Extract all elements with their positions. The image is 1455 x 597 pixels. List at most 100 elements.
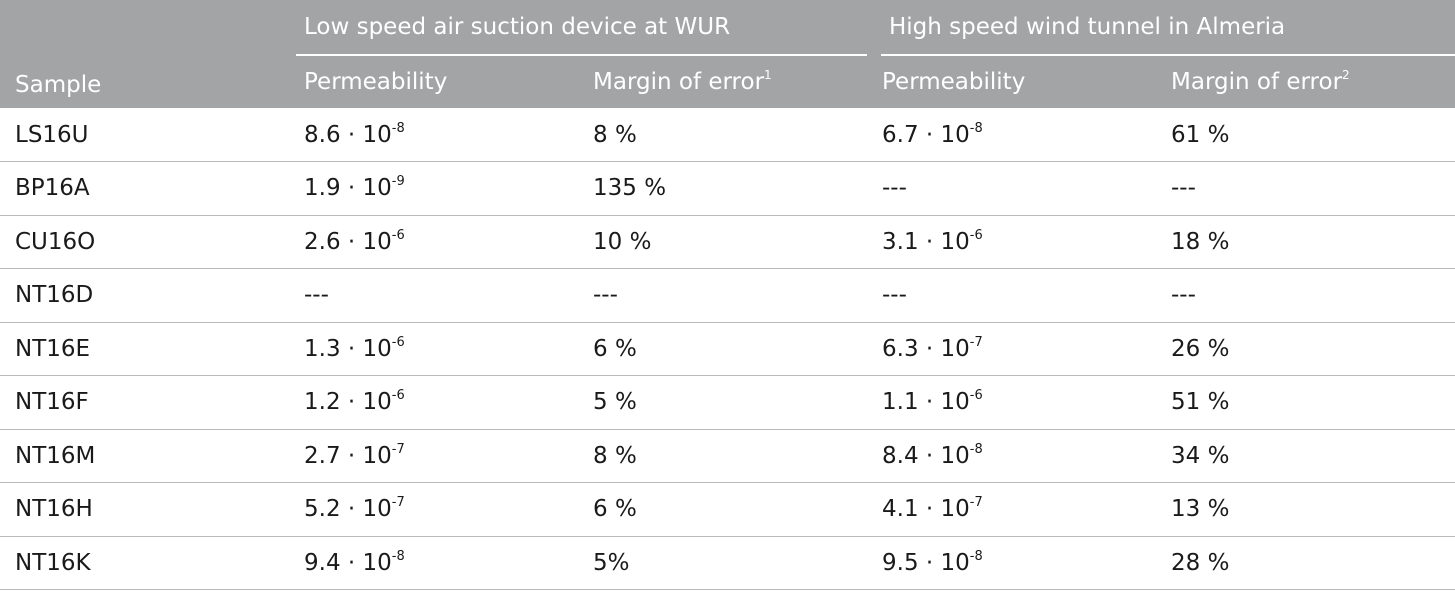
cell-permeability-high: ---	[874, 161, 1163, 216]
permeability-exponent: -7	[969, 495, 983, 511]
cell-margin-low: 5 %	[585, 375, 874, 430]
cell-permeability-low: 2.6 · 10-6	[296, 215, 585, 269]
table-row: NT16F 1.2 · 10-6 5 % 1.1 · 10-6 51 %	[0, 375, 1455, 430]
permeability-exponent: -9	[391, 174, 405, 190]
table-row: NT16E 1.3 · 10-6 6 % 6.3 · 10-7 26 %	[0, 322, 1455, 376]
cell-permeability-high: 9.5 · 10-8	[874, 536, 1163, 590]
permeability-mantissa: ---	[882, 175, 907, 202]
permeability-mantissa: 2.6 · 10	[304, 228, 392, 255]
cell-margin-low: 135 %	[585, 161, 874, 216]
cell-permeability-high: 1.1 · 10-6	[874, 375, 1163, 430]
permeability-mantissa: ---	[304, 282, 329, 309]
permeability-mantissa: 3.1 · 10	[882, 228, 970, 255]
permeability-mantissa: 6.7 · 10	[882, 121, 970, 148]
cell-margin-high: 13 %	[1163, 482, 1455, 537]
permeability-exponent: -7	[391, 495, 405, 511]
cell-margin-low: 6 %	[585, 482, 874, 537]
cell-permeability-low: 9.4 · 10-8	[296, 536, 585, 590]
table-row: NT16D --- --- --- ---	[0, 268, 1455, 323]
permeability-mantissa: 9.4 · 10	[304, 549, 392, 576]
table-row: LS16U 8.6 · 10-8 8 % 6.7 · 10-8 61 %	[0, 108, 1455, 162]
permeability-mantissa: 1.9 · 10	[304, 175, 392, 202]
permeability-exponent: -8	[969, 120, 983, 136]
footnote-marker-2: 2	[1342, 68, 1350, 82]
cell-permeability-high: ---	[874, 268, 1163, 323]
permeability-exponent: -7	[391, 441, 405, 457]
permeability-exponent: -6	[391, 227, 405, 243]
permeability-mantissa: 5.2 · 10	[304, 496, 392, 523]
column-header-margin-low: Margin of error1	[585, 55, 874, 108]
cell-sample: NT16M	[0, 429, 296, 483]
cell-sample: NT16D	[0, 268, 296, 323]
table-row: NT16K 9.4 · 10-8 5% 9.5 · 10-8 28 %	[0, 536, 1455, 590]
permeability-mantissa: 1.2 · 10	[304, 389, 392, 416]
cell-sample: NT16F	[0, 375, 296, 430]
cell-margin-high: 61 %	[1163, 108, 1455, 162]
permeability-exponent: -8	[391, 548, 405, 564]
column-header-permeability-high: Permeability	[874, 55, 1163, 108]
permeability-exponent: -8	[391, 120, 405, 136]
cell-margin-low: 6 %	[585, 322, 874, 376]
permeability-exponent: -6	[391, 388, 405, 404]
cell-margin-low: 8 %	[585, 429, 874, 483]
cell-permeability-high: 6.3 · 10-7	[874, 322, 1163, 376]
table-row: BP16A 1.9 · 10-9 135 % --- ---	[0, 161, 1455, 216]
table-row: NT16M 2.7 · 10-7 8 % 8.4 · 10-8 34 %	[0, 429, 1455, 483]
cell-permeability-low: 1.2 · 10-6	[296, 375, 585, 430]
column-header-permeability-low: Permeability	[296, 55, 585, 108]
cell-margin-low: 8 %	[585, 108, 874, 162]
cell-permeability-high: 8.4 · 10-8	[874, 429, 1163, 483]
permeability-exponent: -6	[391, 334, 405, 350]
permeability-mantissa: 2.7 · 10	[304, 442, 392, 469]
footnote-marker-1: 1	[764, 68, 772, 82]
cell-margin-high: 51 %	[1163, 375, 1455, 430]
cell-margin-low: 5%	[585, 536, 874, 590]
cell-margin-high: 26 %	[1163, 322, 1455, 376]
cell-margin-high: ---	[1163, 268, 1455, 323]
column-header-sample: Sample	[0, 0, 296, 108]
table-row: CU16O 2.6 · 10-6 10 % 3.1 · 10-6 18 %	[0, 215, 1455, 269]
cell-margin-high: 18 %	[1163, 215, 1455, 269]
permeability-exponent: -6	[969, 227, 983, 243]
permeability-mantissa: 6.3 · 10	[882, 335, 970, 362]
cell-margin-low: 10 %	[585, 215, 874, 269]
permeability-mantissa: 1.3 · 10	[304, 335, 392, 362]
margin-low-label: Margin of error	[593, 69, 765, 95]
cell-margin-low: ---	[585, 268, 874, 323]
permeability-mantissa: 8.4 · 10	[882, 442, 970, 469]
permeability-exponent: -8	[969, 548, 983, 564]
cell-permeability-low: 1.3 · 10-6	[296, 322, 585, 376]
permeability-mantissa: 1.1 · 10	[882, 389, 970, 416]
cell-sample: NT16H	[0, 482, 296, 537]
cell-permeability-low: 2.7 · 10-7	[296, 429, 585, 483]
table-body: LS16U 8.6 · 10-8 8 % 6.7 · 10-8 61 % BP16A 1.9…	[0, 108, 1455, 590]
column-header-margin-high: Margin of error2	[1163, 55, 1455, 108]
cell-sample: NT16K	[0, 536, 296, 590]
permeability-mantissa: 8.6 · 10	[304, 121, 392, 148]
cell-permeability-low: ---	[296, 268, 585, 323]
cell-sample: LS16U	[0, 108, 296, 162]
cell-permeability-low: 1.9 · 10-9	[296, 161, 585, 216]
permeability-mantissa: ---	[882, 282, 907, 309]
cell-sample: CU16O	[0, 215, 296, 269]
header-sub-row: Permeability Margin of error1 Permeabili…	[0, 55, 1455, 108]
cell-permeability-low: 5.2 · 10-7	[296, 482, 585, 537]
cell-sample: NT16E	[0, 322, 296, 376]
cell-margin-high: 28 %	[1163, 536, 1455, 590]
table-header: Sample Low speed air suction device at W…	[0, 0, 1455, 108]
permeability-mantissa: 4.1 · 10	[882, 496, 970, 523]
permeability-exponent: -8	[969, 441, 983, 457]
permeability-exponent: -6	[969, 388, 983, 404]
permeability-mantissa: 9.5 · 10	[882, 549, 970, 576]
cell-permeability-high: 6.7 · 10-8	[874, 108, 1163, 162]
cell-margin-high: ---	[1163, 161, 1455, 216]
cell-permeability-high: 4.1 · 10-7	[874, 482, 1163, 537]
header-group-row: Sample Low speed air suction device at W…	[0, 0, 1455, 108]
permeability-exponent: -7	[969, 334, 983, 350]
table-row: NT16H 5.2 · 10-7 6 % 4.1 · 10-7 13 %	[0, 482, 1455, 537]
cell-sample: BP16A	[0, 161, 296, 216]
margin-high-label: Margin of error	[1171, 69, 1343, 95]
cell-permeability-high: 3.1 · 10-6	[874, 215, 1163, 269]
cell-permeability-low: 8.6 · 10-8	[296, 108, 585, 162]
